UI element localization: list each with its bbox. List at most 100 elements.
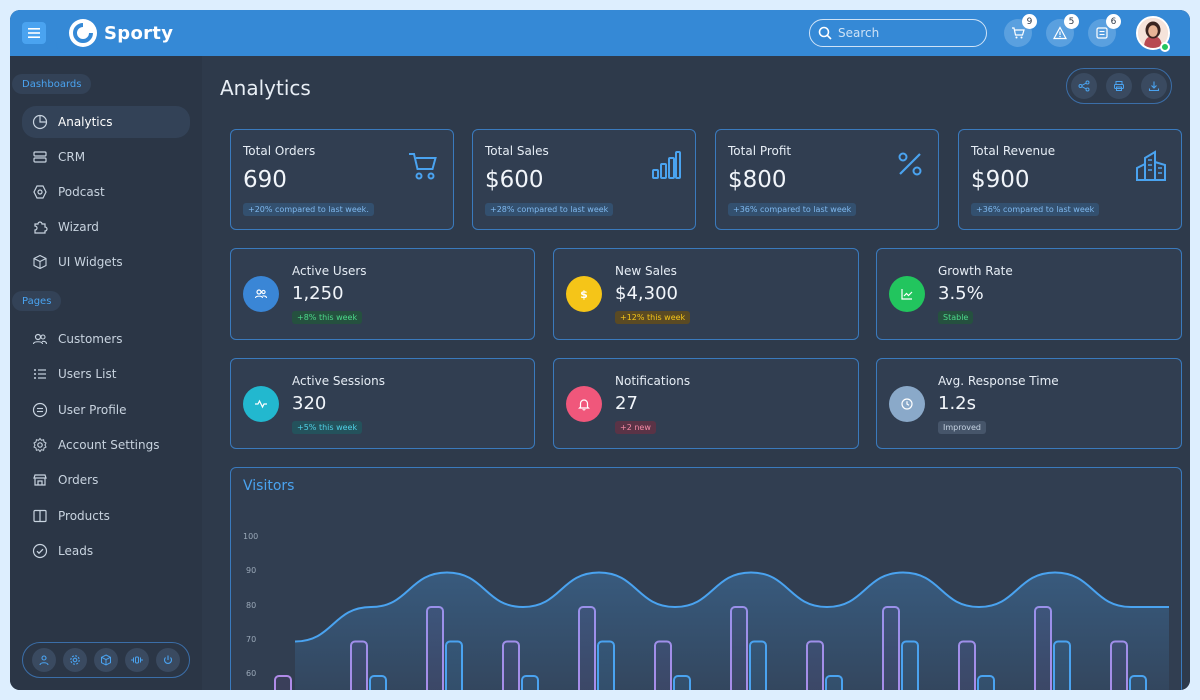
- stat-card-total-revenue: Total Revenue $900 +36% compared to last…: [958, 129, 1182, 230]
- cart-button[interactable]: 9: [1004, 14, 1037, 47]
- server-icon: [33, 151, 47, 163]
- stat-label: Total Revenue: [971, 144, 1056, 158]
- download-button[interactable]: [1140, 73, 1167, 99]
- avatar[interactable]: [1136, 16, 1170, 50]
- power-icon: [163, 655, 172, 664]
- sidebar-item-analytics[interactable]: Analytics: [22, 106, 190, 138]
- stat-change-badge: +28% compared to last week: [485, 203, 614, 216]
- metric-icon-circle: [566, 386, 602, 422]
- metric-value: 27: [615, 393, 638, 414]
- metric-icon-circle: [243, 386, 279, 422]
- visitors-area: [295, 572, 1169, 690]
- stat-value: $600: [485, 167, 544, 193]
- cart-badge: 9: [1022, 14, 1037, 29]
- y-tick-label: 70: [246, 635, 257, 644]
- list-icon: [34, 369, 46, 379]
- stat-value: $900: [971, 167, 1030, 193]
- cube-icon: [33, 254, 47, 270]
- sidebar-item-products[interactable]: Products: [22, 500, 190, 532]
- quick-widgets-button[interactable]: [93, 648, 118, 672]
- quick-profile-button[interactable]: [32, 648, 57, 672]
- menu-toggle-button[interactable]: [22, 22, 46, 44]
- alerts-button[interactable]: 5: [1046, 14, 1079, 47]
- quick-settings-button[interactable]: [63, 648, 88, 672]
- sidebar-item-label: User Profile: [58, 403, 127, 417]
- top-header: Sporty 9 5: [10, 10, 1190, 56]
- chart-title: Visitors: [243, 478, 295, 494]
- metric-icon-circle: $: [566, 276, 602, 312]
- search-input[interactable]: [838, 26, 978, 40]
- warning-icon: [1053, 26, 1067, 40]
- metric-card-avg-response-time: Avg. Response Time 1.2s Improved: [876, 358, 1182, 449]
- sidebar-item-label: CRM: [58, 150, 86, 164]
- stat-change-badge: +36% compared to last week: [728, 203, 857, 216]
- notes-button[interactable]: 6: [1088, 14, 1121, 47]
- metric-icon-circle: [243, 276, 279, 312]
- stat-label: Total Orders: [243, 144, 316, 158]
- y-tick-label: 60: [246, 669, 257, 678]
- brand-name: Sporty: [104, 22, 174, 44]
- clock-icon: [901, 398, 913, 410]
- app-window: Sporty 9 5: [10, 10, 1190, 690]
- sidebar-item-account-settings[interactable]: Account Settings: [22, 429, 190, 461]
- cart-icon: [409, 153, 437, 180]
- metric-badge: +8% this week: [292, 311, 363, 324]
- download-icon: [1148, 81, 1159, 92]
- sidebar-item-orders[interactable]: Orders: [22, 464, 190, 496]
- metric-label: New Sales: [615, 264, 677, 278]
- stat-label: Total Profit: [728, 144, 792, 158]
- metric-card-new-sales: $ New Sales $4,300 +12% this week: [553, 248, 859, 340]
- sidebar-item-crm[interactable]: CRM: [22, 141, 190, 173]
- sidebar-item-customers[interactable]: Customers: [22, 323, 190, 355]
- cart-icon: [1012, 27, 1025, 39]
- metric-value: $4,300: [615, 283, 678, 304]
- visitors-bar-purple: [274, 675, 292, 690]
- search-icon: [818, 26, 832, 40]
- sidebar-item-leads[interactable]: Leads: [22, 535, 190, 567]
- quick-power-button[interactable]: [155, 648, 180, 672]
- sidebar: Dashboards Analytics CRM Podcast Wizard …: [10, 56, 202, 690]
- svg-text:$: $: [580, 288, 588, 301]
- store-icon: [33, 474, 47, 486]
- print-button[interactable]: [1105, 73, 1132, 99]
- users-icon: [254, 289, 268, 299]
- stat-change-badge: +20% compared to last week.: [243, 203, 374, 216]
- quick-podcast-button[interactable]: [124, 648, 149, 672]
- online-status-dot: [1160, 42, 1170, 52]
- gear-icon: [33, 437, 47, 453]
- stat-card-total-orders: Total Orders 690 +20% compared to last w…: [230, 129, 454, 230]
- search-box[interactable]: [809, 19, 987, 47]
- metric-badge: +12% this week: [615, 311, 691, 324]
- pulse-icon: [255, 399, 267, 409]
- puzzle-icon: [34, 221, 48, 234]
- sidebar-item-podcast[interactable]: Podcast: [22, 176, 190, 208]
- brand-logo[interactable]: Sporty: [56, 10, 206, 56]
- sidebar-item-user-profile[interactable]: User Profile: [22, 394, 190, 426]
- section-pages: Pages: [12, 291, 62, 311]
- visitors-chart: [274, 571, 1169, 690]
- sidebar-item-wizard[interactable]: Wizard: [22, 211, 190, 243]
- metric-badge: Improved: [938, 421, 986, 434]
- metric-badge: +2 new: [615, 421, 656, 434]
- pie-chart-icon: [32, 114, 48, 130]
- sidebar-item-users-list[interactable]: Users List: [22, 358, 190, 390]
- bell-icon: [578, 399, 590, 411]
- share-button[interactable]: [1071, 73, 1098, 99]
- stat-value: $800: [728, 167, 787, 193]
- metric-card-active-sessions: Active Sessions 320 +5% this week: [230, 358, 535, 449]
- sidebar-item-label: Analytics: [58, 115, 113, 129]
- printer-icon: [1113, 81, 1124, 91]
- notes-icon: [1096, 27, 1108, 39]
- cube-icon: [100, 654, 111, 666]
- sidebar-item-label: Users List: [58, 367, 117, 381]
- sidebar-item-ui-widgets[interactable]: UI Widgets: [22, 246, 190, 278]
- metric-icon-circle: [889, 386, 925, 422]
- sidebar-item-label: Customers: [58, 332, 123, 346]
- stat-card-total-sales: Total Sales $600 +28% compared to last w…: [472, 129, 696, 230]
- page-title: Analytics: [220, 76, 311, 100]
- section-dashboards: Dashboards: [12, 74, 92, 94]
- metric-value: 1.2s: [938, 393, 977, 414]
- hamburger-icon: [28, 28, 40, 38]
- stat-value: 690: [243, 167, 287, 193]
- share-icon: [1078, 80, 1090, 92]
